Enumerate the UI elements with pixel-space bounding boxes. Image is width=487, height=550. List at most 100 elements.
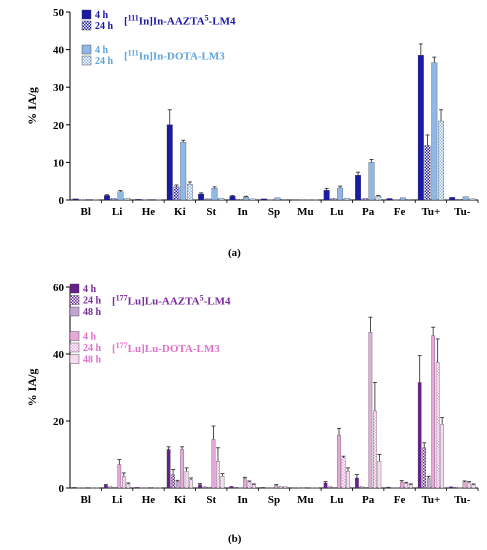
bar-Ki-24h	[173, 186, 180, 201]
x-tick-label: Lu	[330, 206, 343, 218]
x-tick-label: Li	[112, 494, 122, 506]
bar-Lu-24h	[328, 486, 332, 489]
bar-St-48h	[207, 487, 211, 489]
bar-Fe-4h	[399, 197, 406, 201]
bar-In-4h	[243, 478, 247, 489]
y-tick-label: 10	[53, 157, 65, 169]
x-tick-label: Sp	[268, 494, 280, 506]
y-tick-label: 40	[53, 45, 65, 57]
legend-label: 24 h	[95, 56, 114, 67]
y-tick-label: 20	[53, 120, 65, 132]
bar-Bl-4h	[72, 198, 79, 201]
legend-swatch	[69, 283, 80, 294]
x-tick-label: In	[237, 206, 247, 218]
x-tick-label: Fe	[394, 206, 406, 218]
bar-Li-24h	[122, 476, 126, 489]
bar-Fe-24h	[406, 199, 413, 201]
bar-Tu--24h	[456, 199, 462, 201]
bar-Tu+-4h	[417, 382, 422, 489]
legend-swatch	[69, 354, 80, 364]
x-tick-label: Ki	[174, 494, 186, 506]
x-tick-label: Pa	[362, 206, 375, 218]
bar-Mu-4h	[305, 199, 312, 201]
y-tick-label: 0	[59, 483, 65, 495]
bar-Pa-4h	[368, 162, 375, 201]
legend-label: 4 h	[83, 332, 97, 343]
bar-Lu-4h	[337, 187, 344, 201]
x-tick-label: Ki	[174, 206, 186, 218]
x-tick-label: In	[237, 494, 247, 506]
bar-Fe-48h	[408, 484, 413, 489]
bar-In-24h	[247, 481, 252, 489]
legend-swatch	[81, 9, 92, 20]
bar-He-4h	[148, 487, 153, 489]
panel-b: 0 20 40 60 % IA/g Bl Li He Ki St In Sp Mu Lu Pa Fe Tu+ Tu…	[25, 282, 479, 506]
y-tick-label: 30	[53, 82, 65, 94]
bar-Tu--24h	[453, 487, 458, 489]
bar-Tu--48h	[471, 484, 476, 489]
bar-Ki-4h	[166, 124, 173, 201]
bar-St-24h	[204, 198, 211, 201]
bar-St-48h	[220, 476, 225, 489]
x-tick-label: Mu	[297, 206, 314, 218]
bar-Pa-48h	[364, 487, 368, 489]
y-tick-label: 40	[53, 349, 65, 361]
legend-label: 48 h	[83, 307, 102, 318]
bar-St-24h	[218, 197, 225, 201]
legend-label: 4 h	[95, 10, 109, 21]
x-tick-label: Tu+	[422, 494, 441, 506]
bar-Bl-24h	[90, 487, 95, 489]
bar-Tu+-4h	[431, 62, 438, 201]
bar-Sp-48h	[269, 487, 274, 489]
bar-Li-24h	[110, 198, 117, 201]
bar-Mu-4h	[305, 487, 310, 489]
bar-He-24h	[139, 487, 144, 489]
bar-In-24h	[234, 487, 238, 489]
legend-group-name: [111In]In-DOTA-LM3	[124, 49, 225, 63]
bar-Ki-4h	[180, 141, 187, 201]
bar-He-24h	[142, 199, 149, 201]
legend-label: 4 h	[83, 284, 97, 295]
bar-Li-48h	[126, 483, 131, 489]
y-tick-label: 50	[53, 7, 65, 19]
bar-Lu-48h	[346, 471, 350, 489]
bar-St-4h	[211, 439, 216, 489]
x-tick-label: Lu	[330, 494, 343, 506]
bar-Ki-4h	[166, 449, 171, 489]
bar-Mu-24h	[299, 199, 305, 201]
bar-Tu+-4h	[417, 55, 424, 201]
bar-Ki-24h	[187, 184, 193, 201]
x-tick-label: St	[206, 206, 216, 218]
bar-Ki-4h	[180, 449, 184, 489]
bar-Sp-24h	[267, 199, 274, 201]
bar-Li-24h	[108, 486, 113, 489]
bar-St-4h	[211, 188, 218, 201]
bar-Li-4h	[104, 195, 110, 201]
bar-Lu-48h	[332, 487, 337, 489]
bar-Tu--24h	[467, 482, 471, 489]
bar-Tu+-4h	[431, 335, 435, 489]
bar-Tu+-48h	[440, 424, 444, 489]
bar-In-48h	[238, 487, 243, 489]
bar-In-48h	[252, 484, 256, 489]
bar-Tu+-24h	[435, 362, 440, 489]
bar-Lu-24h	[330, 198, 337, 201]
bar-Fe-24h	[391, 487, 395, 489]
bar-Tu--4h	[449, 486, 453, 489]
bar-Pa-24h	[361, 198, 368, 201]
legend-swatch	[81, 55, 92, 66]
x-tick-label: Li	[112, 206, 122, 218]
bar-Tu+-24h	[422, 447, 426, 489]
bar-Fe-24h	[393, 199, 400, 201]
bar-Tu+-48h	[426, 477, 431, 489]
legend-group-name: [111In]In-AAZTA5-LM4	[124, 14, 236, 28]
bar-Tu--4h	[462, 481, 467, 489]
bar-Mu-4h	[292, 487, 296, 489]
x-tick-label: Tu-	[454, 494, 470, 506]
bar-Mu-24h	[312, 199, 319, 201]
bar-Mu-48h	[314, 487, 319, 489]
bar-Fe-48h	[395, 487, 400, 489]
x-tick-label: Bl	[80, 206, 90, 218]
bar-Bl-24h	[77, 487, 81, 489]
